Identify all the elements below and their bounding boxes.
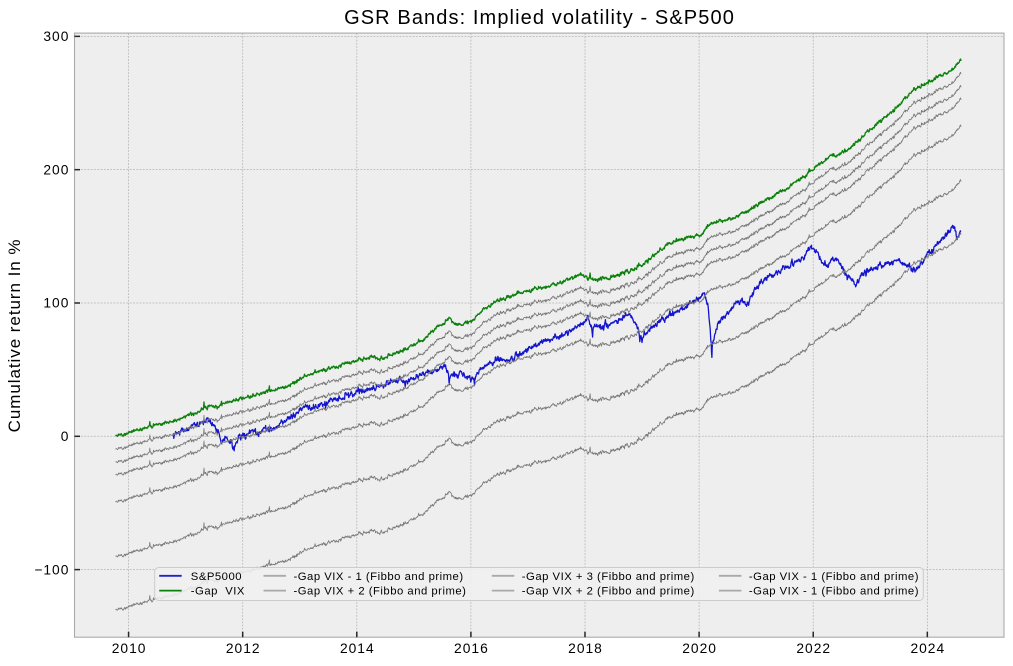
svg-text:2016: 2016 <box>454 641 489 656</box>
svg-text:2018: 2018 <box>568 641 603 656</box>
svg-text:0: 0 <box>61 429 70 444</box>
svg-text:2014: 2014 <box>340 641 375 656</box>
svg-text:-Gap VIX + 3 (Fibbo and prime): -Gap VIX + 3 (Fibbo and prime) <box>522 571 695 583</box>
svg-text:2024: 2024 <box>910 641 945 656</box>
svg-text:2012: 2012 <box>226 641 261 656</box>
svg-text:2020: 2020 <box>682 641 717 656</box>
svg-text:S&P5000: S&P5000 <box>191 571 242 583</box>
svg-text:GSR Bands: Implied volatility: GSR Bands: Implied volatility - S&P500 <box>344 7 735 29</box>
svg-text:Cumulative return In %: Cumulative return In % <box>5 239 24 433</box>
svg-text:-Gap VIX - 1 (Fibbo and prime): -Gap VIX - 1 (Fibbo and prime) <box>294 571 464 583</box>
svg-text:-Gap VIX - 1 (Fibbo and prime): -Gap VIX - 1 (Fibbo and prime) <box>749 586 919 598</box>
svg-text:100: 100 <box>43 296 69 311</box>
svg-text:2022: 2022 <box>796 641 831 656</box>
svg-text:-Gap VIX + 2 (Fibbo and prime): -Gap VIX + 2 (Fibbo and prime) <box>522 586 695 598</box>
svg-text:-Gap VIX - 1 (Fibbo and prime): -Gap VIX - 1 (Fibbo and prime) <box>749 571 919 583</box>
svg-text:300: 300 <box>43 29 69 44</box>
svg-text:2010: 2010 <box>112 641 147 656</box>
svg-text:-Gap VIX + 2 (Fibbo and prime): -Gap VIX + 2 (Fibbo and prime) <box>294 586 467 598</box>
svg-text:-Gap VIX: -Gap VIX <box>191 586 245 598</box>
svg-text:200: 200 <box>43 162 69 177</box>
svg-text:−100: −100 <box>34 562 69 577</box>
